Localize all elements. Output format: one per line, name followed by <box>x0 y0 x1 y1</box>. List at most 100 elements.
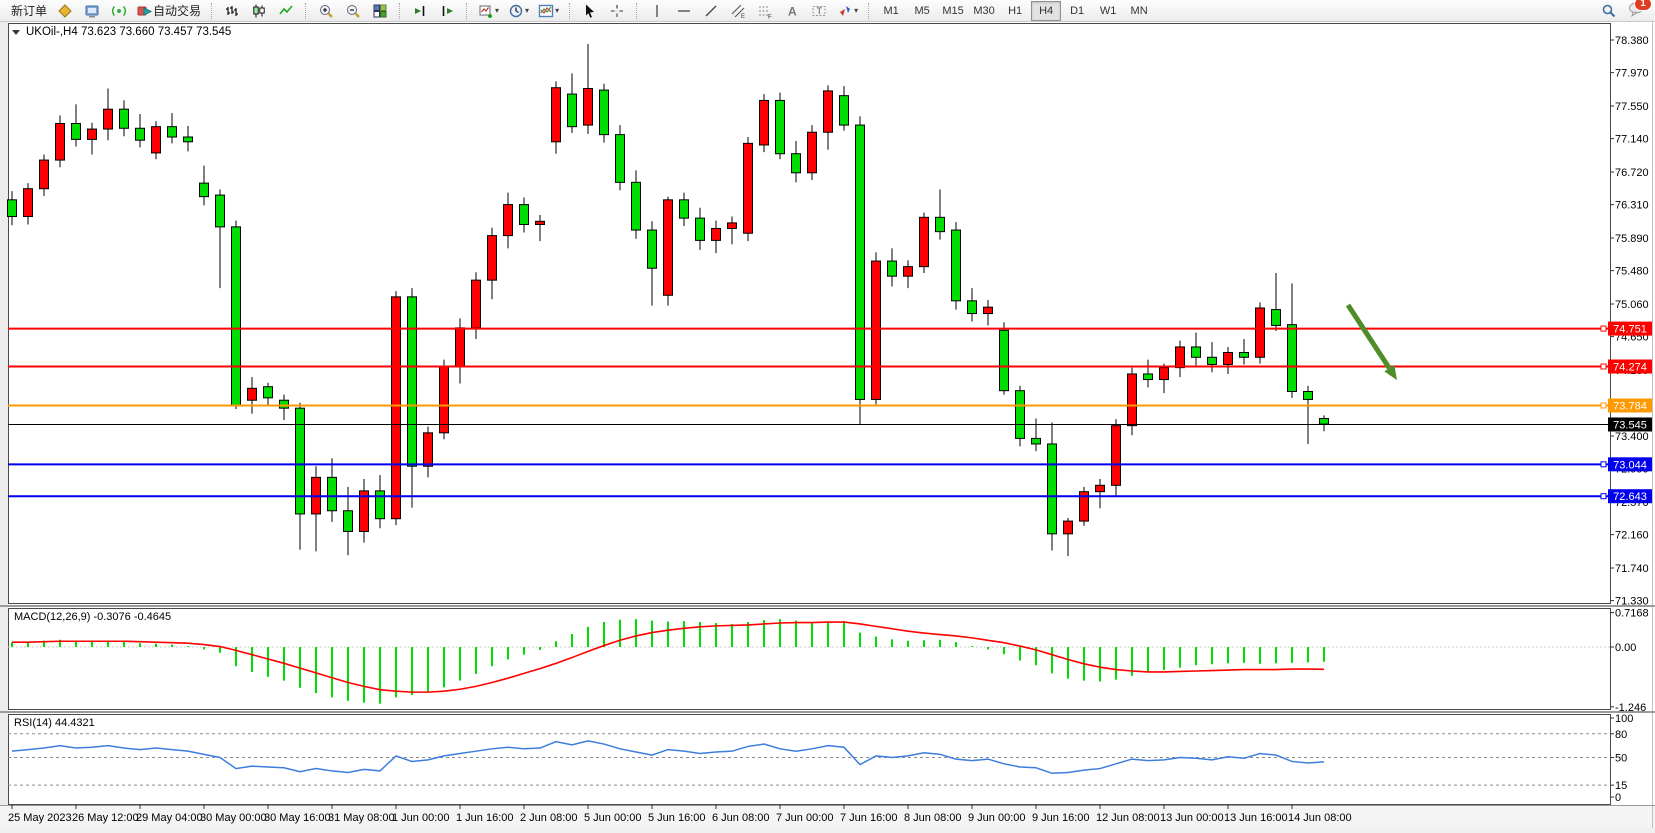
svg-text:5 Jun 16:00: 5 Jun 16:00 <box>648 812 706 824</box>
chevron-down-icon: ▾ <box>525 6 530 15</box>
candle <box>1127 367 1137 436</box>
terminal-icon[interactable] <box>79 1 105 21</box>
new-order-button[interactable]: 新订单 <box>7 1 51 21</box>
svg-text:100: 100 <box>1615 713 1633 725</box>
candle <box>679 192 689 227</box>
cursor-icon[interactable] <box>577 1 603 21</box>
candle <box>535 214 545 242</box>
candle <box>1031 418 1041 452</box>
timeframe-d1[interactable]: D1 <box>1070 4 1085 17</box>
zoom-out-icon[interactable] <box>340 1 366 21</box>
auto-trading-label: 自动交易 <box>153 4 202 18</box>
price-level-label <box>1608 398 1652 413</box>
package-icon[interactable] <box>52 1 78 21</box>
timeframe-h1[interactable]: H1 <box>1008 4 1023 17</box>
candlestick-chart-icon[interactable] <box>246 1 272 21</box>
candle <box>1079 486 1089 526</box>
candle <box>391 291 401 526</box>
toolbar-separator <box>211 2 213 19</box>
candle <box>711 220 721 254</box>
annotation-arrow[interactable] <box>1345 303 1397 380</box>
auto-trading-button[interactable]: 自动交易 <box>133 1 205 21</box>
auto-scroll-icon[interactable] <box>407 1 433 21</box>
search-icon[interactable] <box>1596 1 1622 21</box>
bid-price-label: 73.545 <box>1613 419 1647 431</box>
candle <box>519 197 529 233</box>
toolbar-separator <box>569 2 571 19</box>
price-level-label <box>1608 321 1652 336</box>
svg-text:1 Jun 16:00: 1 Jun 16:00 <box>456 812 514 824</box>
signal-icon[interactable] <box>106 1 132 21</box>
arrows-button[interactable]: ▾ <box>833 1 862 21</box>
svg-text:29 May 04:00: 29 May 04:00 <box>136 812 203 824</box>
rsi-pane: 100 80 50 150 RSI(14) 44.4321 <box>8 713 1633 804</box>
svg-text:13 Jun 16:00: 13 Jun 16:00 <box>1224 812 1288 824</box>
trendline-icon[interactable] <box>698 1 724 21</box>
new-order-label: 新订单 <box>11 4 48 18</box>
candle <box>1159 363 1169 394</box>
line-chart-icon[interactable] <box>273 1 299 21</box>
zoom-in-icon[interactable] <box>313 1 339 21</box>
price-level-label <box>1608 359 1652 374</box>
svg-text:5 Jun 00:00: 5 Jun 00:00 <box>584 812 642 824</box>
svg-text:76.720: 76.720 <box>1615 167 1649 179</box>
periods-button[interactable]: ▾ <box>504 1 533 21</box>
main-toolbar: 新订单 自动交易 <box>0 0 1655 22</box>
candle <box>103 88 113 141</box>
chevron-down-icon: ▾ <box>555 6 560 15</box>
candle <box>71 104 81 147</box>
chart-canvas[interactable]: 78.380 77.970 77.550 77.140 76.720 76.310 75.8… <box>0 22 1655 828</box>
bar-chart-icon[interactable] <box>219 1 245 21</box>
toolbar-separator <box>636 2 638 19</box>
candle <box>983 300 993 326</box>
price-levels[interactable]: 74.751 74.274 73.784 73.044 72.643 <box>8 321 1652 504</box>
pane-splitter[interactable] <box>0 605 1655 806</box>
svg-text:74.274: 74.274 <box>1613 362 1647 374</box>
crosshair-icon[interactable] <box>604 1 630 21</box>
tile-windows-icon[interactable] <box>367 1 393 21</box>
chat-button[interactable]: 1 <box>1628 0 1652 20</box>
text-icon[interactable]: A <box>779 1 805 21</box>
fibonacci-icon[interactable]: F <box>752 1 778 21</box>
timeframe-w1[interactable]: W1 <box>1099 4 1117 17</box>
candlesticks <box>7 43 1329 557</box>
candle <box>1143 359 1153 388</box>
candle <box>407 288 417 508</box>
candle <box>1047 422 1057 551</box>
candle <box>423 426 433 478</box>
candle <box>887 248 897 287</box>
candle <box>295 402 305 550</box>
svg-text:A: A <box>788 4 797 18</box>
add-indicator-button[interactable]: ▾ <box>474 1 503 21</box>
candle <box>183 125 193 152</box>
candle <box>791 140 801 183</box>
svg-text:74.751: 74.751 <box>1613 324 1647 336</box>
svg-text:7 Jun 00:00: 7 Jun 00:00 <box>776 812 834 824</box>
candle <box>775 92 785 160</box>
candle <box>599 83 609 143</box>
vertical-line-icon[interactable] <box>644 1 670 21</box>
text-label-icon[interactable]: T <box>806 1 832 21</box>
candle <box>823 85 833 150</box>
symbol-dropdown-icon[interactable] <box>12 30 20 35</box>
symbol-ohlc-text: UKOil-,H4 73.623 73.660 73.457 73.545 <box>26 26 231 38</box>
timeframe-mn[interactable]: MN <box>1130 4 1148 17</box>
channel-icon[interactable]: E <box>725 1 751 21</box>
candle <box>375 474 385 529</box>
timeframe-m15[interactable]: M15 <box>942 4 964 17</box>
candle <box>343 486 353 556</box>
timeframe-m1[interactable]: M1 <box>883 4 899 17</box>
candle <box>807 125 817 180</box>
timeframe-h4[interactable]: H4 <box>1031 0 1062 21</box>
templates-button[interactable]: ▾ <box>534 1 563 21</box>
toolbar-separator <box>305 2 307 19</box>
svg-text:78.380: 78.380 <box>1615 35 1649 47</box>
pane-borders <box>8 22 1653 828</box>
level-end-marker <box>1600 363 1607 370</box>
horizontal-line-icon[interactable] <box>671 1 697 21</box>
svg-text:F: F <box>768 14 772 19</box>
timeframe-m5[interactable]: M5 <box>914 4 930 17</box>
timeframe-m30[interactable]: M30 <box>973 4 995 17</box>
chart-shift-icon[interactable] <box>434 1 460 21</box>
